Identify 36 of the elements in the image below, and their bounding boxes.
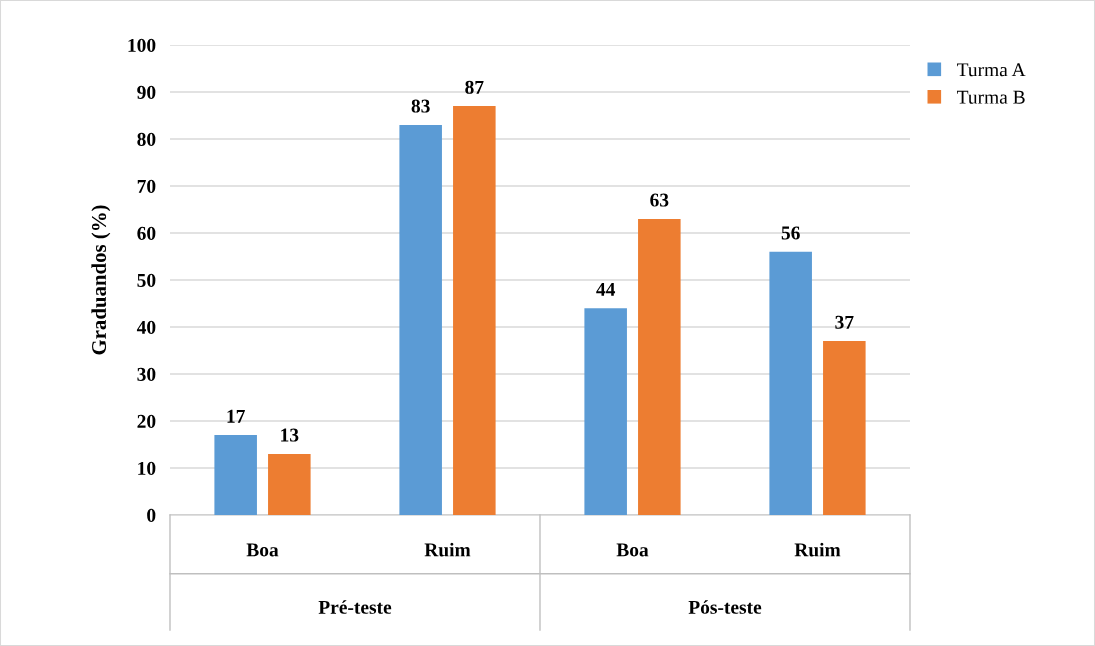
legend-label: Turma A [957, 63, 1026, 77]
data-label: 37 [835, 315, 854, 329]
data-label: 63 [650, 193, 669, 207]
y-tick-label: 80 [137, 132, 156, 146]
y-tick-label: 30 [137, 367, 156, 381]
y-tick-label: 40 [136, 320, 156, 334]
bar [214, 435, 257, 515]
data-label: 13 [281, 428, 299, 442]
y-tick-label: 50 [137, 273, 156, 287]
y-axis-title: Graduandos (%) [91, 205, 111, 355]
y-tick-label: 20 [137, 414, 156, 428]
x-tick-label: Boa [246, 543, 279, 557]
y-tick-label: 90 [137, 85, 156, 99]
data-label: 17 [227, 409, 245, 423]
bar [399, 124, 442, 515]
x-tick-label: Ruim [794, 542, 841, 557]
text: Pós-teste [688, 600, 762, 614]
data-label: 87 [465, 80, 484, 94]
bar [769, 251, 812, 515]
y-tick-label: 100 [128, 38, 156, 52]
bar [638, 218, 681, 515]
text: Pré-teste [318, 600, 392, 614]
bar [823, 341, 866, 515]
data-label: 44 [596, 282, 616, 296]
data-label: 56 [781, 226, 800, 240]
x-tick-label: Boa [616, 543, 649, 557]
bar [453, 106, 496, 515]
bar [268, 453, 311, 515]
y-tick-label: 10 [138, 461, 156, 475]
legend-label: Turma B [957, 90, 1025, 104]
data-label: 83 [411, 99, 430, 113]
y-tick-label: 60 [137, 226, 156, 240]
y-tick-label: 70 [137, 179, 156, 193]
x-tick-label: Ruim [424, 542, 471, 557]
y-tick-label: 0 [147, 508, 156, 522]
bar [584, 308, 627, 515]
